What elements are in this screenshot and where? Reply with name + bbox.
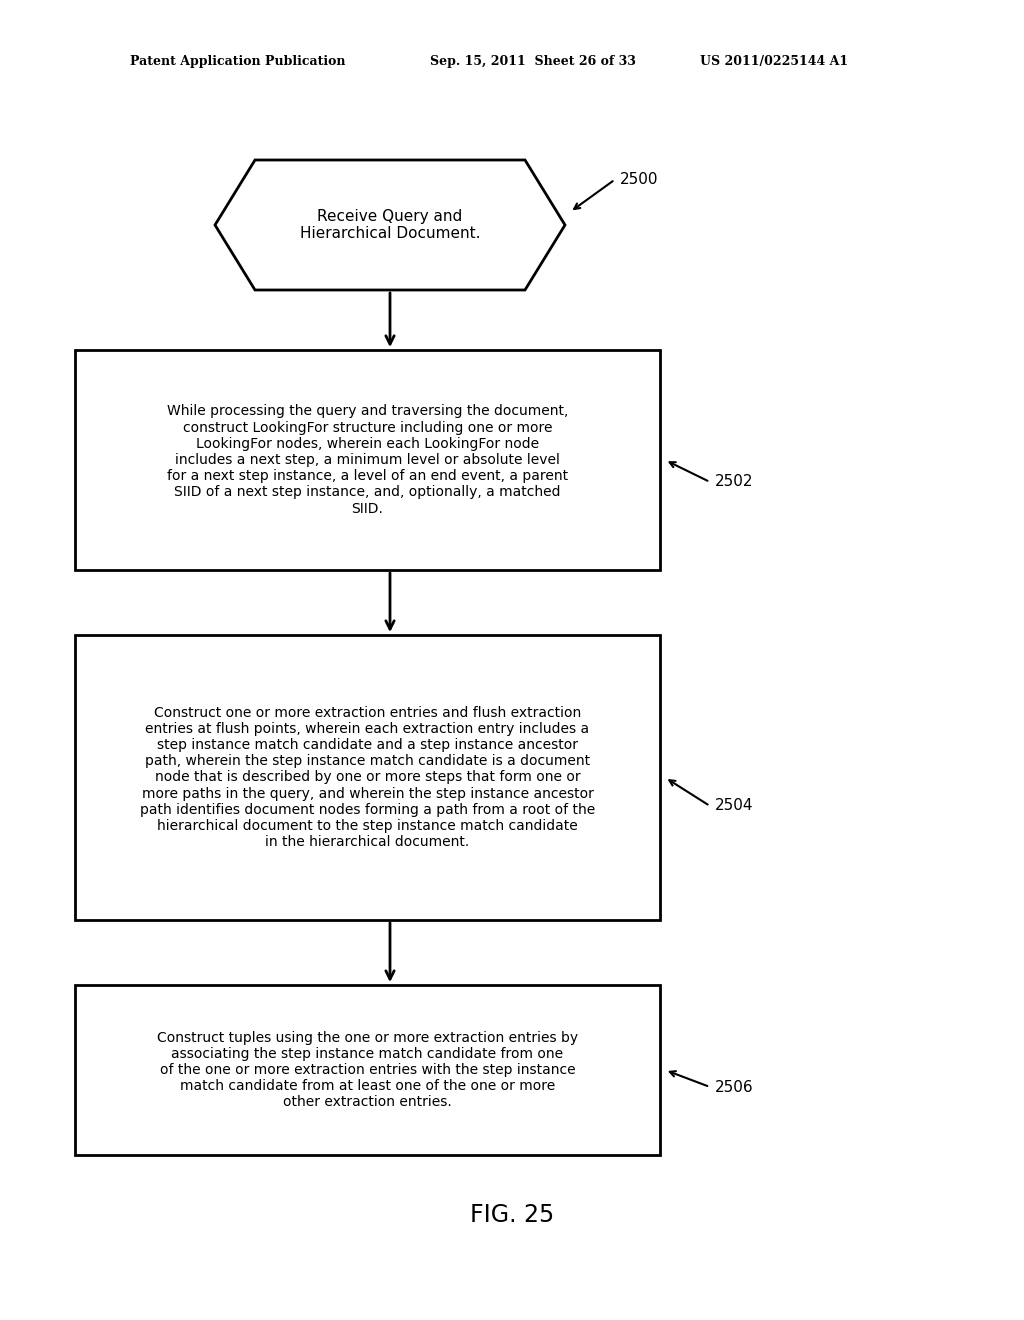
Text: Patent Application Publication: Patent Application Publication [130,55,345,69]
Bar [75,635,660,920]
Text: 2500: 2500 [620,172,658,187]
Bar [75,985,660,1155]
Text: Receive Query and
Hierarchical Document.: Receive Query and Hierarchical Document. [300,209,480,242]
Text: Construct one or more extraction entries and flush extraction
entries at flush p: Construct one or more extraction entries… [140,706,595,849]
Text: 2506: 2506 [715,1080,754,1094]
Text: 2502: 2502 [715,474,754,490]
Text: US 2011/0225144 A1: US 2011/0225144 A1 [700,55,848,69]
Text: Sep. 15, 2011  Sheet 26 of 33: Sep. 15, 2011 Sheet 26 of 33 [430,55,636,69]
Text: FIG. 25: FIG. 25 [470,1203,554,1228]
Text: Construct tuples using the one or more extraction entries by
associating the ste: Construct tuples using the one or more e… [157,1031,579,1109]
Text: 2504: 2504 [715,799,754,813]
Polygon shape [215,160,565,290]
Text: While processing the query and traversing the document,
construct LookingFor str: While processing the query and traversin… [167,404,568,516]
Bar [75,350,660,570]
